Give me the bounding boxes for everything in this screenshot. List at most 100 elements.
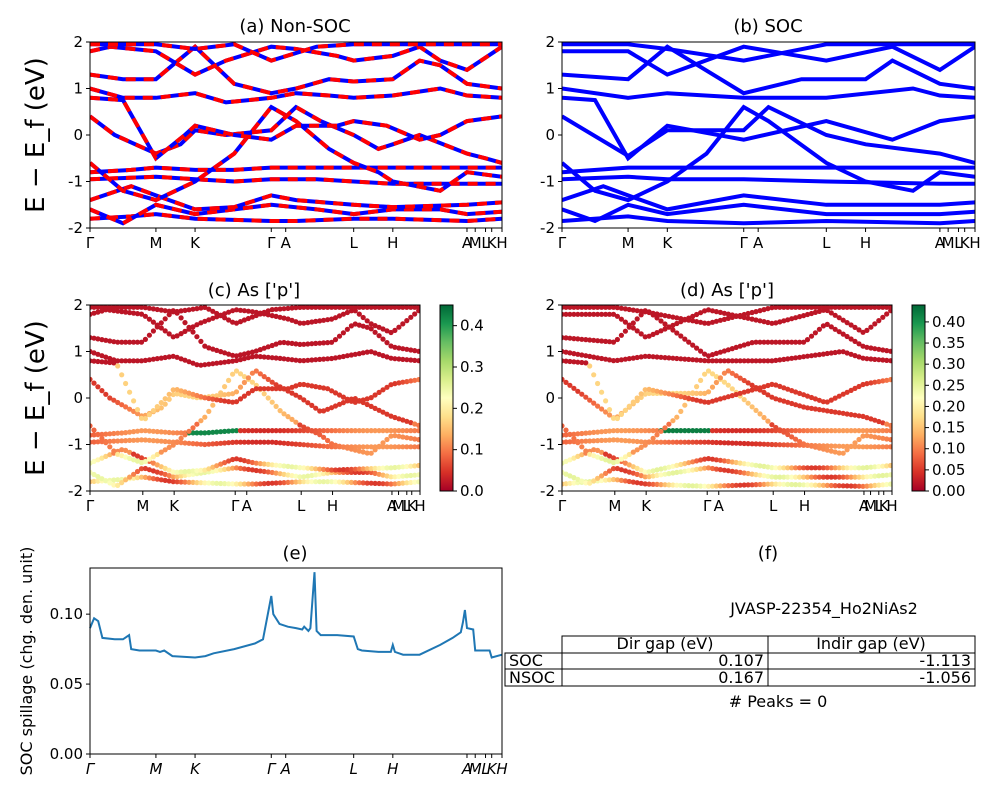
projection-point [682,482,688,489]
projection-point [329,405,335,411]
projection-point [344,445,350,451]
projection-point [781,429,787,435]
projection-point [257,386,263,392]
projection-point [797,354,803,360]
projection-point [618,437,625,443]
projection-point [622,407,629,413]
projection-point [591,311,597,317]
projection-point [702,390,708,396]
y-tick-label: 0 [545,389,555,407]
projection-point [674,330,680,336]
projection-point [321,305,327,310]
projection-point [587,480,593,486]
projection-point [233,439,240,445]
projection-point [233,456,240,462]
projection-point [634,465,640,471]
projection-point [630,479,636,485]
projection-point [836,474,842,480]
projection-point [285,472,291,478]
projection-point [396,480,402,487]
projection-point [321,340,327,346]
projection-point [622,478,629,484]
projection-point [150,454,156,460]
projection-point [705,368,712,374]
projection-point [321,317,327,323]
projection-point [138,460,145,466]
projection-point [162,471,168,477]
projection-point [233,389,240,395]
projection-point [852,338,858,344]
projection-point [230,308,236,314]
projection-point [317,466,323,472]
projection-point [884,348,890,354]
projection-point [797,314,803,320]
projection-point [190,441,196,447]
projection-point [670,482,676,488]
projection-point [214,397,220,403]
projection-point [725,458,731,464]
projection-point [678,333,684,339]
projection-point [761,319,767,325]
colorbar-tick-label: 0.3 [460,358,484,376]
projection-point [174,430,180,436]
projection-point [626,428,632,434]
projection-point [372,323,378,329]
projection-point [781,305,787,310]
projection-point [733,440,739,446]
projection-point [237,396,244,402]
projection-point [812,309,819,315]
projection-point [606,407,613,413]
projection-point [408,305,414,310]
projection-point [852,324,858,330]
projection-point [729,459,735,465]
projection-point [595,475,601,481]
projection-point [416,472,420,478]
projection-point [812,474,819,480]
projection-point [797,390,803,396]
projection-point [408,444,414,450]
projection-point [812,482,819,488]
projection-point [107,359,113,366]
projection-point [249,439,255,445]
projection-point [269,355,275,361]
projection-point [575,336,581,342]
projection-point [844,350,850,356]
projection-point [686,390,692,396]
projection-point [138,437,145,443]
projection-point [610,358,617,364]
projection-point [95,457,101,463]
projection-point [816,445,823,451]
projection-point [198,320,204,326]
projection-point [836,450,842,456]
projection-point [257,461,263,467]
projection-point [154,451,160,458]
projection-point [178,388,184,394]
x-tick-label: Γ [558,497,567,515]
projection-point [230,439,236,445]
projection-point [694,466,700,472]
projection-point [824,443,830,449]
x-tick-label: A [753,234,764,252]
projection-point [336,467,343,473]
projection-point [237,465,244,471]
projection-point [321,443,327,449]
projection-point [103,354,109,360]
projection-point [856,327,862,333]
projection-point [741,397,747,403]
projection-point [884,444,890,450]
projection-point [856,354,862,360]
projection-point [356,322,362,328]
projection-point [233,307,240,313]
projection-point [170,391,176,398]
band-line [90,44,502,77]
projection-point [781,339,787,345]
colorbar-tick-label: 0.10 [932,440,965,458]
projection-point [626,462,632,468]
projection-point [606,477,613,483]
projection-point [392,474,398,480]
y-tick-label: 2 [545,33,555,51]
projection-point [194,362,200,368]
projection-point [579,478,585,484]
projection-point [396,305,402,310]
projection-point [725,483,731,489]
